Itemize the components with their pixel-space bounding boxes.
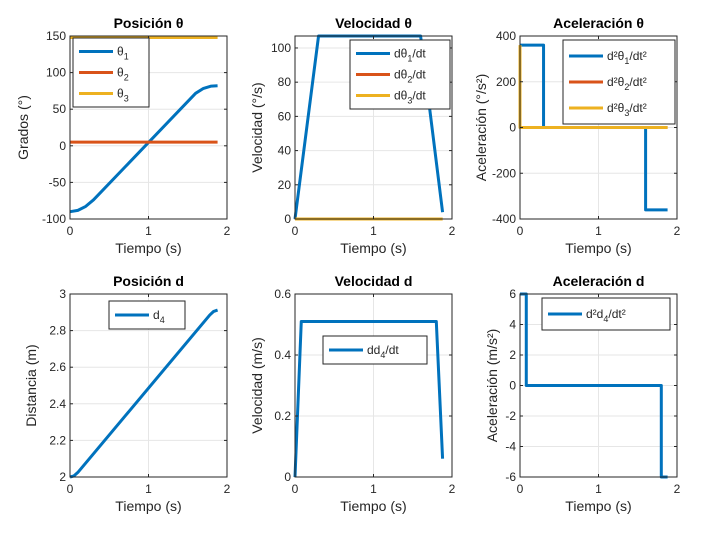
x-axis-label: Tiempo (s): [340, 498, 406, 514]
legend: dθ1/dt dθ2/dt dθ3/dt: [349, 39, 451, 110]
y-tick-label: 0: [59, 139, 66, 153]
x-tick-label: 0: [67, 482, 74, 496]
x-axis-label: Tiempo (s): [115, 498, 181, 514]
series-line-1: [293, 319, 445, 478]
y-axis-label: Aceleración (°/s²): [473, 74, 489, 182]
y-tick-label: 2: [509, 348, 516, 362]
y-axis-label: Velocidad (°/s): [249, 82, 265, 172]
subplot-title: Posición d: [113, 273, 184, 289]
x-axis-label: Tiempo (s): [115, 240, 181, 256]
x-axis-label: Tiempo (s): [340, 240, 406, 256]
legend-label-3: d²θ3/dt²: [607, 101, 647, 118]
subplot-5: 0 1 2 0 0.2 0.4 0.6 Velocidad d Tiempo (s) Veloci…: [249, 273, 456, 514]
y-axis-label: Aceleración (m/s²): [484, 329, 500, 443]
x-tick-label: 1: [145, 224, 152, 238]
y-tick-label: 6: [509, 287, 516, 301]
legend: d²d4/dt²: [541, 297, 671, 331]
x-tick-label: 2: [449, 482, 456, 496]
y-tick-label: 4: [509, 318, 516, 332]
subplot-6: 0 1 2 -6 -4 -2 0 2 4 6 Aceleración d Tiempo (s) Acel…: [484, 273, 681, 514]
y-tick-label: 0.6: [274, 287, 291, 301]
y-tick-label: -50: [49, 175, 67, 189]
subplot-title: Velocidad d: [335, 273, 413, 289]
x-tick-label: 2: [224, 482, 231, 496]
subplot-4: 0 1 2 2 2.2 2.4 2.6 2.8 3 Posición d Tiempo (s) Dis…: [23, 273, 231, 514]
y-axis-label: Velocidad (m/s): [249, 337, 265, 433]
legend-label-2: dθ2/dt: [394, 68, 426, 85]
legend-label-1: d²θ1/dt²: [607, 49, 647, 66]
y-tick-label: 0: [509, 379, 516, 393]
y-tick-label: 150: [46, 29, 66, 43]
y-tick-label: 80: [278, 75, 292, 89]
y-tick-label: -400: [492, 212, 516, 226]
legend-label-2: d²θ2/dt²: [607, 75, 647, 92]
y-tick-label: 60: [278, 109, 292, 123]
y-tick-label: 0.4: [274, 348, 291, 362]
x-axis-label: Tiempo (s): [565, 240, 631, 256]
x-tick-label: 0: [292, 482, 299, 496]
y-tick-label: -200: [492, 166, 516, 180]
y-tick-label: 100: [46, 66, 66, 80]
x-tick-label: 0: [517, 482, 524, 496]
y-tick-label: 2.6: [49, 360, 66, 374]
subplot-1: 0 1 2 -100 -50 0 50 100 150 Posición θ Tiempo (s) G…: [15, 15, 231, 256]
series-line-1: [69, 308, 219, 479]
y-tick-label: 0: [284, 212, 291, 226]
y-axis-label: Distancia (m): [23, 344, 39, 426]
y-tick-label: 3: [59, 287, 66, 301]
y-tick-label: 50: [53, 102, 67, 116]
legend-label-1: θ1: [117, 45, 129, 62]
subplot-title: Aceleración θ: [553, 15, 644, 31]
legend-label-1: d4: [153, 308, 165, 325]
y-tick-label: -2: [505, 409, 516, 423]
y-tick-label: -4: [505, 440, 516, 454]
y-tick-label: 100: [271, 41, 291, 55]
y-tick-label: 200: [496, 75, 516, 89]
x-tick-label: 2: [674, 482, 681, 496]
x-tick-label: 2: [224, 224, 231, 238]
x-tick-label: 0: [292, 224, 299, 238]
y-tick-label: 20: [278, 178, 292, 192]
y-tick-label: 2: [59, 470, 66, 484]
legend: d4: [108, 300, 186, 330]
x-tick-label: 1: [595, 482, 602, 496]
x-tick-label: 1: [595, 224, 602, 238]
x-tick-label: 1: [145, 482, 152, 496]
x-tick-label: 1: [370, 224, 377, 238]
subplot-title: Velocidad θ: [335, 15, 412, 31]
x-tick-label: 0: [67, 224, 74, 238]
legend-label-3: dθ3/dt: [394, 89, 426, 106]
subplot-title: Aceleración d: [553, 273, 645, 289]
x-tick-label: 2: [674, 224, 681, 238]
legend: d²θ1/dt² d²θ2/dt² d²θ3/dt²: [562, 39, 676, 125]
y-axis-label: Grados (°): [15, 95, 31, 160]
y-tick-label: 2.4: [49, 397, 66, 411]
x-tick-label: 1: [370, 482, 377, 496]
y-tick-label: 0.2: [274, 409, 291, 423]
y-tick-label: 0: [509, 121, 516, 135]
subplot-3: 0 1 2 -400 -200 0 200 400 Aceleración θ Tiempo (s…: [473, 15, 681, 256]
subplot-title: Posición θ: [114, 15, 184, 31]
y-tick-label: 400: [496, 29, 516, 43]
legend-label-1: dθ1/dt: [394, 47, 426, 64]
y-tick-label: 0: [284, 470, 291, 484]
legend: θ1 θ2 θ3: [72, 37, 150, 108]
y-tick-label: 2.8: [49, 324, 66, 338]
y-tick-label: 2.2: [49, 433, 66, 447]
y-tick-label: -6: [505, 470, 516, 484]
y-tick-label: -100: [42, 212, 66, 226]
legend: dd4/dt: [322, 335, 428, 365]
x-axis-label: Tiempo (s): [565, 498, 631, 514]
legend-label-3: θ3: [117, 87, 129, 104]
legend-label-2: θ2: [117, 66, 129, 83]
x-tick-label: 2: [449, 224, 456, 238]
series-line-1: [69, 84, 218, 214]
x-tick-label: 0: [517, 224, 524, 238]
legend-label-1: dd4/dt: [367, 343, 399, 360]
legend-label-1: d²d4/dt²: [586, 307, 626, 324]
y-tick-label: 40: [278, 144, 292, 158]
